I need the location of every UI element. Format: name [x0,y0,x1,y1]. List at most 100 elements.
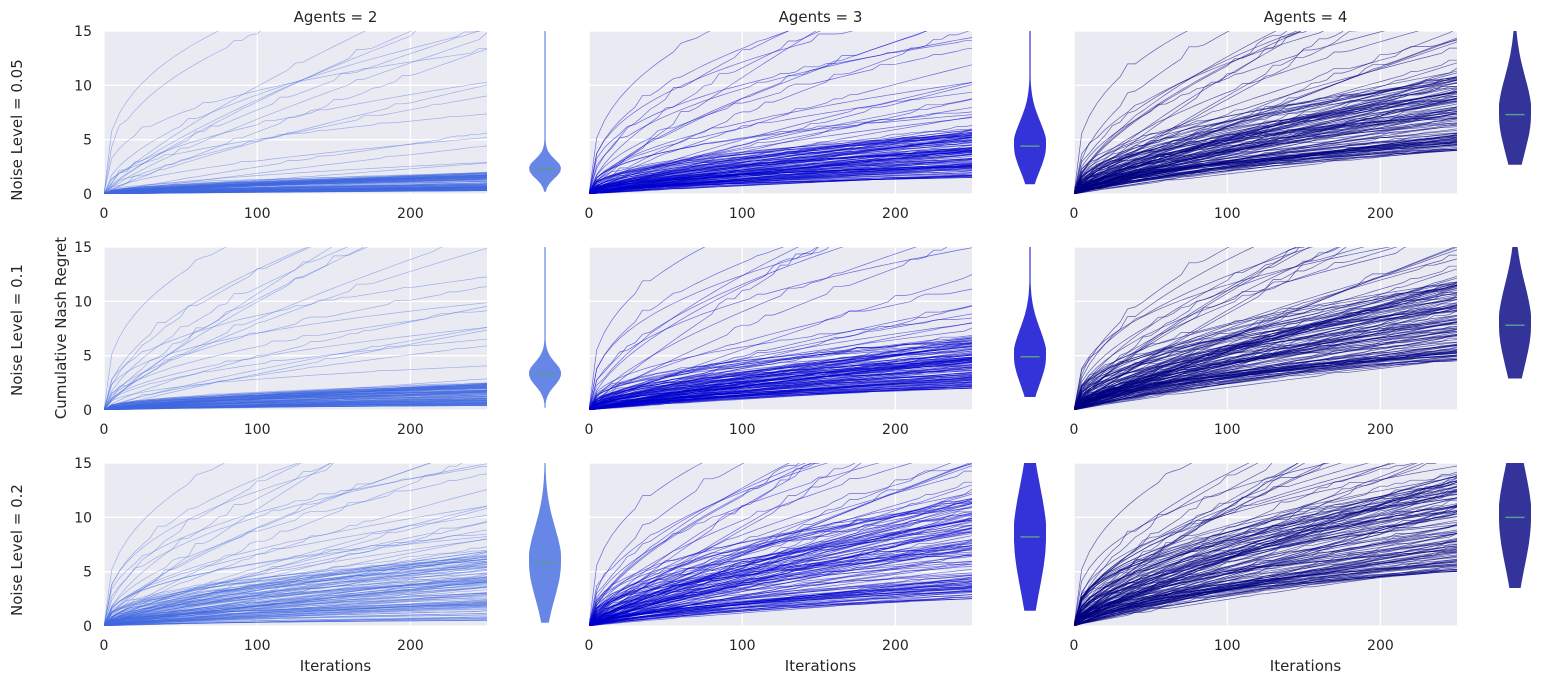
trajectory-line [104,175,487,194]
trajectory-line [104,385,487,410]
trajectory-line [104,520,487,626]
trajectory-line [104,384,487,410]
trajectory-line [104,401,487,410]
trajectory-line [589,514,972,626]
trajectory-line [104,175,487,194]
trajectory-line [104,595,487,626]
trajectory-line [589,247,799,410]
trajectory-line [589,517,972,626]
trajectory-line [104,554,487,626]
trajectory-line [1074,463,1299,626]
x-tick-label: 100 [1214,638,1241,654]
trajectory-line [104,48,487,194]
y-tick-label: 10 [74,78,92,94]
trajectory-line [104,187,487,194]
trajectory-line [589,343,972,410]
trajectory-line [589,383,972,410]
trajectory-line [104,189,487,194]
trajectory-line [104,619,487,626]
trajectory-line [104,400,487,410]
trajectory-line [1074,328,1457,410]
trajectory-line [104,538,487,626]
x-tick-label: 100 [729,638,756,654]
trajectory-line [104,389,487,410]
trajectory-line [104,403,487,410]
y-axis-label: Cumulative Nash Regret [52,237,70,419]
trajectory-line [104,391,487,410]
trajectory-line [1074,486,1457,626]
trajectory-line [104,183,487,194]
trajectory-line [589,31,790,194]
trajectory-line [104,178,487,194]
trajectory-line [104,392,487,410]
trajectory-line [589,152,972,194]
trajectory-line [104,605,487,626]
trajectory-line [104,392,487,410]
trajectory-line [104,386,487,410]
trajectory-line [1074,546,1457,626]
trajectory-line [104,390,487,410]
trajectory-line [589,149,972,194]
trajectory-line [589,381,972,410]
trajectory-line [104,388,487,410]
trajectory-line [104,386,487,410]
y-tick-label: 0 [83,187,92,203]
panel-agents-3-noise-0_2: 0 100 200 [585,462,1046,654]
trajectory-line [589,463,816,620]
plot-background [104,247,487,410]
trajectory-line [104,186,487,194]
x-tick-label: 200 [1367,206,1394,222]
trajectory-line [104,384,487,410]
trajectory-line [1074,351,1457,410]
trajectory-line [104,176,487,194]
trajectory-line [589,274,972,410]
trajectory-line [104,400,487,410]
x-axis-label-2: Iterations [785,657,857,675]
trajectory-line [1074,31,1358,194]
trajectory-line [1074,31,1288,194]
trajectory-line [104,176,487,194]
trajectory-line [104,620,487,626]
trajectory-line [1074,123,1457,194]
trajectory-line [104,567,487,626]
trajectory-line [104,184,487,194]
trajectory-line [104,175,487,194]
trajectory-line [1074,247,1391,410]
x-tick-label: 200 [882,206,909,222]
trajectory-line [104,391,487,410]
trajectory-line [104,190,487,194]
trajectory-line [104,81,487,194]
trajectory-line [104,557,487,626]
panel-agents-3-noise-0_05: 0 100 200 [585,30,1046,222]
trajectory-line [104,400,487,410]
trajectory-line [1074,480,1457,626]
trajectory-line [104,559,487,626]
trajectory-line [104,589,487,626]
x-tick-label: 0 [585,206,594,222]
trajectory-line [589,481,972,626]
trajectory-line [104,327,487,410]
trajectory-line [104,397,487,410]
trajectory-line [589,539,972,626]
trajectory-line [1074,98,1457,194]
trajectory-line [589,590,972,626]
trajectory-line [589,463,829,626]
trajectory-line [1074,463,1438,626]
x-tick-label: 0 [585,638,594,654]
trajectory-line [589,463,972,626]
trajectory-line [104,386,487,410]
trajectory-line [104,187,487,194]
trajectory-line [104,183,487,194]
trajectory-line [104,247,365,410]
trajectory-line [104,604,487,626]
trajectory-line [104,605,487,626]
trajectory-line [104,395,487,410]
trajectory-line [589,540,972,626]
trajectories [1074,247,1457,410]
panel-agents-2-noise-0_05: 0 100 200 0 5 10 15 [74,24,561,222]
trajectory-line [104,329,487,410]
trajectory-line [104,404,487,410]
trajectory-line [589,64,972,194]
x-tick-label: 100 [1214,206,1241,222]
trajectory-line [104,385,487,410]
